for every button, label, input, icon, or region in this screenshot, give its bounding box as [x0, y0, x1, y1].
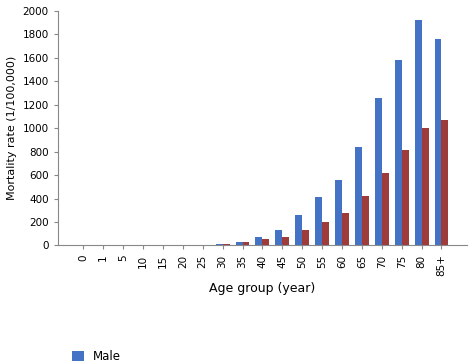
Bar	[236, 242, 243, 245]
Bar	[415, 20, 421, 245]
Legend: Male, Female: Male, Female	[72, 350, 136, 361]
Bar	[375, 98, 382, 245]
Y-axis label: Mortality rate (1/100,000): Mortality rate (1/100,000)	[7, 56, 17, 200]
Bar	[302, 230, 309, 245]
Bar	[322, 222, 329, 245]
Bar	[395, 60, 401, 245]
Bar	[295, 215, 302, 245]
Bar	[216, 244, 223, 245]
Bar	[441, 120, 448, 245]
Bar	[355, 147, 362, 245]
Bar	[223, 244, 229, 245]
Bar	[382, 173, 389, 245]
Bar	[362, 196, 369, 245]
Bar	[435, 39, 441, 245]
Bar	[243, 242, 249, 245]
Bar	[342, 213, 349, 245]
Bar	[275, 230, 283, 245]
X-axis label: Age group (year): Age group (year)	[210, 282, 316, 295]
Bar	[283, 237, 289, 245]
Bar	[401, 151, 409, 245]
Bar	[263, 239, 269, 245]
Bar	[315, 197, 322, 245]
Bar	[421, 128, 428, 245]
Bar	[255, 237, 263, 245]
Bar	[335, 180, 342, 245]
